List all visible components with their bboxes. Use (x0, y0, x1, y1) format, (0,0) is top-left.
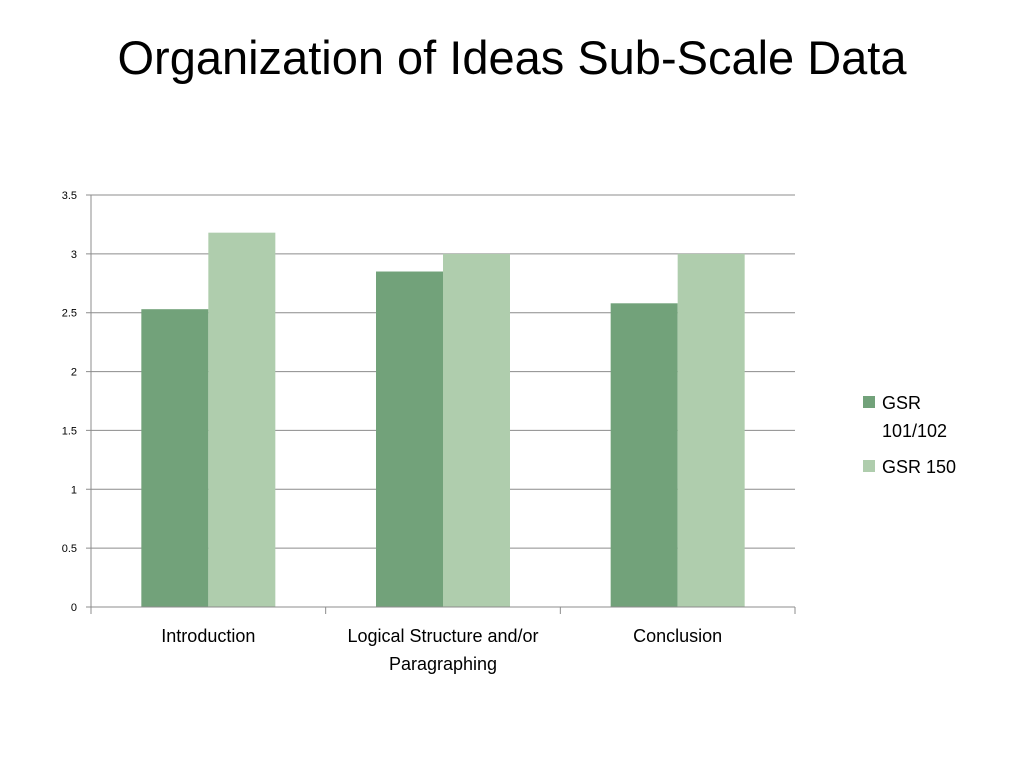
page-title: Organization of Ideas Sub-Scale Data (117, 31, 907, 84)
legend-swatch (863, 396, 875, 408)
legend-label: GSR 150 (882, 457, 956, 477)
x-category-label-line: Conclusion (633, 626, 722, 646)
x-category-label: Conclusion (633, 626, 722, 646)
legend-label: GSR 101/102 (882, 393, 947, 441)
bar-series2 (208, 232, 276, 607)
bar-series1 (610, 303, 678, 607)
bar-series2 (443, 253, 510, 607)
x-category-label-line: Paragraphing (389, 654, 497, 674)
legend: GSR 101/102 GSR 150 (863, 393, 956, 477)
y-tick-label: 1 (71, 484, 77, 496)
legend-label-line: GSR (882, 393, 921, 413)
axis-labels: 0 0.5 1 1.5 2 2.5 3 3.5 Introduction Logical Stru… (62, 190, 722, 674)
bar-series2 (677, 253, 745, 607)
legend-swatch (863, 460, 875, 472)
axes (90, 195, 796, 614)
y-tick-label: 0 (71, 602, 77, 614)
bars (141, 232, 745, 607)
bar-series1 (376, 271, 443, 607)
y-tick-label: 3 (71, 249, 77, 261)
legend-label-line: 101/102 (882, 421, 947, 441)
x-category-label-line: Introduction (161, 626, 255, 646)
x-category-label: Logical Structure and/or Paragraphing (347, 626, 538, 674)
y-tick-label: 1.5 (62, 425, 77, 437)
y-tick-label: 3.5 (62, 190, 77, 202)
y-tick-label: 0.5 (62, 543, 77, 555)
bar-series1 (141, 309, 209, 607)
x-category-label-line: Logical Structure and/or (347, 626, 538, 646)
y-tick-label: 2 (71, 367, 77, 379)
legend-label-line: GSR 150 (882, 457, 956, 477)
y-tick-label: 2.5 (62, 308, 77, 320)
x-category-label: Introduction (161, 626, 255, 646)
